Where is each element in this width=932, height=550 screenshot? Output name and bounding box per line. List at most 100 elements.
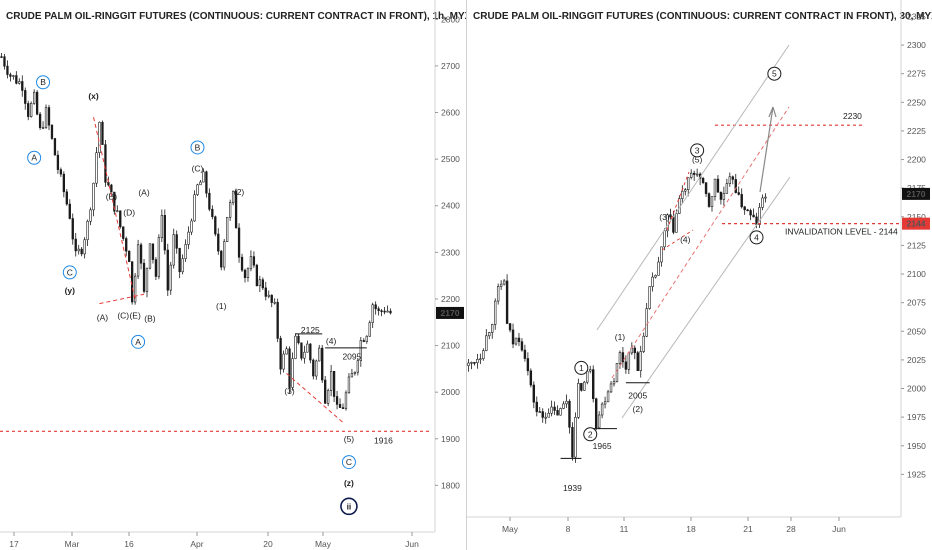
chart-title: CRUDE PALM OIL-RINGGIT FUTURES (CONTINUO… — [473, 11, 932, 22]
candle — [639, 351, 642, 371]
candle — [695, 173, 699, 176]
candle — [710, 196, 714, 207]
candle — [205, 171, 208, 194]
wave-label: C — [346, 457, 352, 467]
candle — [618, 352, 622, 364]
y-tick-label: 2300 — [441, 247, 460, 257]
candle — [166, 249, 169, 291]
candle — [318, 347, 321, 362]
candle — [505, 280, 509, 324]
candle — [142, 262, 146, 292]
candle — [187, 231, 190, 245]
candle — [633, 347, 636, 353]
candle — [353, 371, 357, 374]
wave-label: (x) — [88, 91, 99, 101]
candle — [41, 127, 45, 129]
y-tick-label: 2100 — [441, 341, 460, 351]
channel-mid-line — [611, 106, 790, 379]
projection-arrowhead — [768, 106, 777, 118]
y-tick-label: 2800 — [441, 14, 460, 24]
candle — [178, 247, 181, 273]
wave-label: A — [31, 153, 37, 163]
candle — [321, 347, 324, 381]
candle — [389, 310, 392, 314]
left-chart[interactable]: CRUDE PALM OIL-RINGGIT FUTURES (CONTINUO… — [0, 0, 466, 550]
candle — [68, 203, 71, 219]
candle — [202, 171, 205, 183]
candle — [526, 358, 530, 372]
stop-price-badge — [902, 217, 930, 230]
wave-label: 4 — [754, 232, 759, 242]
candle — [125, 238, 128, 252]
candle — [329, 370, 333, 391]
channel-upper-line — [596, 44, 790, 331]
wave-label: (D) — [123, 208, 135, 218]
candle — [627, 352, 631, 370]
wedge-line — [666, 171, 690, 231]
candle — [523, 349, 527, 359]
wave-label: (C) — [192, 163, 204, 173]
candle — [508, 323, 512, 331]
wave-label-circle — [62, 265, 77, 280]
y-tick-label: 1800 — [441, 480, 460, 490]
candle — [220, 250, 223, 268]
candle — [597, 414, 601, 429]
wave-label: C — [67, 267, 73, 277]
candle — [291, 358, 294, 388]
candle — [511, 329, 515, 345]
candle — [758, 207, 761, 225]
candle — [273, 301, 276, 304]
candle — [594, 398, 598, 429]
candle — [324, 379, 327, 404]
candle — [327, 390, 330, 404]
candle — [74, 238, 77, 252]
y-tick-label: 2050 — [907, 326, 926, 336]
candle — [749, 210, 752, 216]
candle — [544, 416, 547, 419]
candle — [214, 216, 217, 235]
candle — [50, 124, 54, 139]
candle — [312, 359, 315, 377]
x-tick-label: 20 — [263, 539, 273, 549]
wave-label: (y) — [65, 286, 76, 296]
candle — [157, 237, 161, 277]
candle — [133, 275, 137, 303]
candle — [288, 348, 291, 388]
candle — [684, 189, 687, 192]
candle — [377, 308, 380, 311]
candle — [237, 227, 241, 258]
candle — [541, 411, 544, 418]
candle — [621, 352, 625, 363]
y-tick-label: 2025 — [907, 355, 926, 365]
wave-label: (2) — [234, 187, 245, 197]
candle — [704, 182, 708, 194]
invalidation-label: INVALIDATION LEVEL - 2144 — [785, 227, 898, 237]
candle — [151, 243, 155, 260]
candle — [44, 107, 48, 128]
right-chart[interactable]: CRUDE PALM OIL-RINGGIT FUTURES (CONTINUO… — [467, 0, 932, 550]
last-price-label: 2170 — [907, 189, 926, 199]
right-chart-panel[interactable]: CRUDE PALM OIL-RINGGIT FUTURES (CONTINUO… — [466, 0, 932, 550]
candle — [701, 178, 705, 183]
wave-label: 1939 — [563, 483, 582, 493]
candle — [356, 360, 359, 373]
candle — [21, 81, 24, 91]
candle — [234, 190, 238, 229]
candle — [365, 335, 368, 342]
y-tick-label: 2000 — [441, 387, 460, 397]
wave-label-circle — [36, 75, 51, 90]
y-tick-label: 2300 — [907, 40, 926, 50]
candle — [488, 332, 491, 337]
x-tick-label: 8 — [566, 524, 571, 534]
triangle-line — [99, 293, 145, 305]
candle — [719, 191, 723, 200]
candle — [654, 274, 657, 278]
candle — [306, 343, 309, 353]
candle — [600, 403, 604, 416]
wave-label: ii — [347, 501, 352, 511]
left-chart-panel[interactable]: CRUDE PALM OIL-RINGGIT FUTURES (CONTINUO… — [0, 0, 466, 550]
candle — [33, 91, 36, 104]
x-tick-label: 17 — [9, 539, 19, 549]
candle — [675, 213, 678, 233]
candle — [553, 406, 556, 411]
